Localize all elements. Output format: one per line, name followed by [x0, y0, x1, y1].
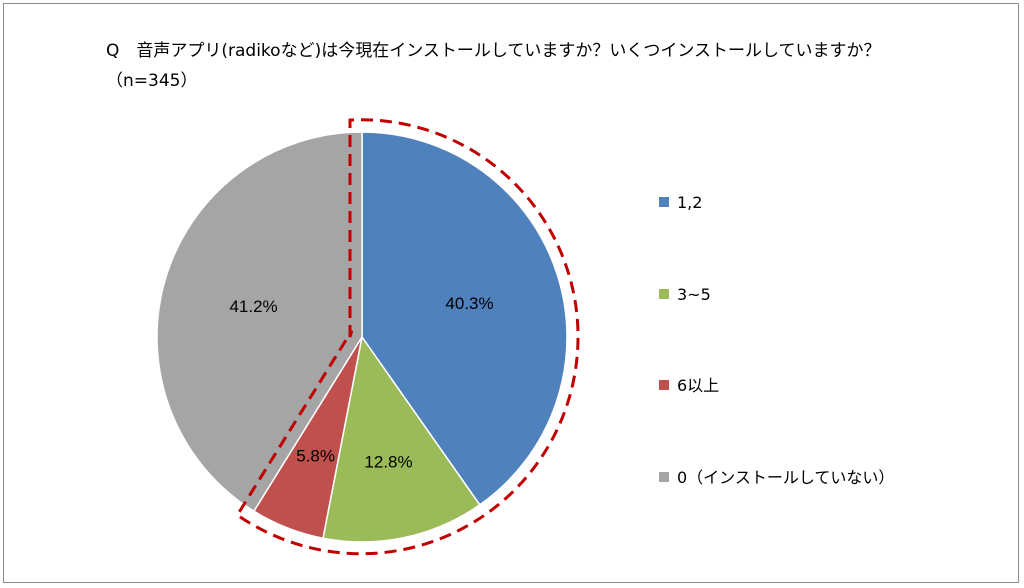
slice-0 [156, 131, 363, 513]
legend-item-6-plus: 6以上 [659, 376, 719, 395]
legend-item-3-5: 3~5 [659, 285, 711, 304]
legend-item-0: 0（インストールしていない） [659, 468, 894, 487]
data-label-0: 41.2% [229, 297, 277, 316]
legend-label: 0（インストールしていない） [677, 468, 894, 487]
legend-swatch [659, 472, 669, 482]
legend-label: 1,2 [677, 193, 702, 212]
legend-swatch [659, 289, 669, 299]
chart-title: Q 音声アプリ(radikoなど)は今現在インストールしていますか？いくつインス… [106, 41, 881, 91]
slice-1-2 [361, 131, 568, 506]
legend-swatch [659, 380, 669, 390]
data-label-6-plus: 5.8% [296, 446, 335, 465]
data-label-1-2: 40.3% [445, 294, 493, 313]
legend-swatch [659, 197, 669, 207]
legend-label: 6以上 [677, 376, 719, 395]
legend: 1,2 3~5 6以上 0（インストールしていない） [659, 193, 894, 487]
slice-3-5 [322, 335, 481, 543]
legend-label: 3~5 [677, 285, 711, 304]
highlight-dashed-outline [235, 118, 580, 556]
data-label-3-5: 12.8% [364, 452, 412, 471]
legend-item-1-2: 1,2 [659, 193, 702, 212]
